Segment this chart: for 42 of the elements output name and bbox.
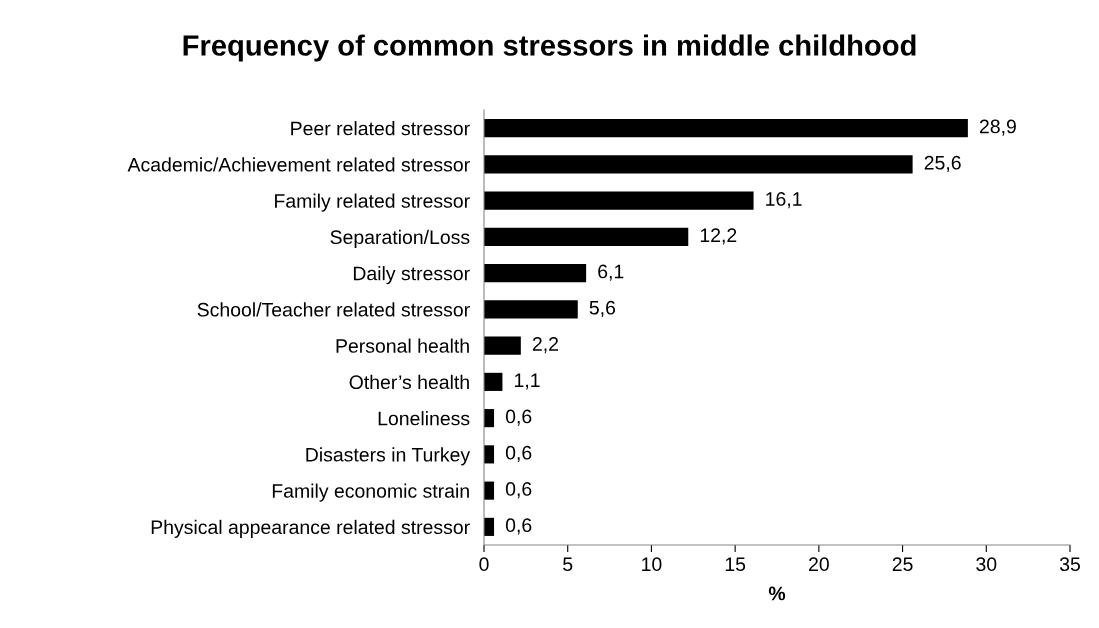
y-tick-label: Loneliness	[378, 411, 470, 426]
bar	[484, 372, 503, 391]
data-label: 0,6	[505, 409, 532, 426]
bar	[484, 227, 689, 246]
x-tick-label: 5	[563, 557, 573, 572]
y-tick-label: Academic/Achievement related stressor	[127, 157, 470, 172]
x-tick-label: 20	[809, 557, 829, 572]
y-tick-label: Family economic strain	[272, 483, 469, 502]
x-tick-label: 15	[725, 557, 746, 572]
data-label: 0,6	[505, 445, 532, 462]
x-tick-label: 30	[976, 557, 997, 572]
y-tick-label: Daily stressor	[353, 266, 470, 285]
data-label: 0,6	[505, 518, 532, 535]
y-tick-label: Peer related stressor	[291, 121, 470, 136]
bar	[484, 191, 754, 210]
y-tick-label: Other’s health	[349, 374, 469, 390]
data-label: 12,2	[700, 228, 737, 245]
y-tick-label: Personal health	[336, 338, 469, 353]
x-tick-label: 25	[892, 557, 913, 572]
y-tick-label: Disasters in Turkey	[306, 447, 471, 466]
y-tick-label: Physical appearance related stressor	[151, 519, 470, 538]
x-tick-label: 35	[1059, 557, 1080, 572]
data-label: 25,6	[924, 155, 961, 172]
data-label: 6,1	[598, 264, 624, 281]
bar	[484, 264, 587, 283]
bar	[484, 155, 913, 174]
data-label: 0,6	[505, 482, 532, 499]
x-tick-label: 10	[642, 557, 662, 572]
data-label: 5,6	[589, 300, 616, 317]
y-tick-label: School/Teacher related stressor	[197, 302, 470, 317]
bar	[484, 336, 521, 355]
chart-title: Frequency of common stressors in middle childhood	[183, 34, 916, 62]
x-tick-label: 0	[479, 557, 489, 572]
data-label: 16,1	[766, 192, 802, 209]
data-label: 2,2	[532, 337, 558, 354]
bar	[484, 119, 968, 138]
data-label: 1,1	[515, 373, 540, 390]
data-label: 28,9	[979, 119, 1016, 136]
y-tick-label: Separation/Loss	[330, 229, 470, 248]
x-axis-title: %	[768, 586, 786, 601]
y-tick-label: Family related stressor	[275, 193, 470, 212]
bar	[484, 300, 578, 319]
